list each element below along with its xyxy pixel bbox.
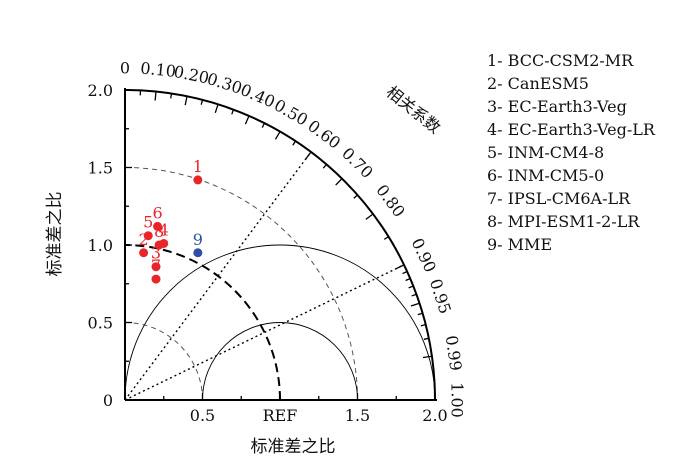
correlation-axis-title: 相关系数 (383, 82, 445, 137)
correlation-ray (124, 264, 405, 401)
model-point-marker (143, 231, 153, 241)
grid-layer (124, 151, 436, 401)
model-point-marker (151, 262, 161, 272)
correlation-minor-tick (170, 93, 173, 99)
legend-entry: 2- CanESM5 (487, 74, 589, 93)
correlation-tick-label: 0.70 (338, 144, 377, 183)
correlation-tick (214, 104, 219, 114)
correlation-tick-label: 0.10 (140, 58, 177, 80)
correlation-tick (305, 151, 312, 160)
model-point-marker (154, 240, 164, 250)
model-point-label: 6 (152, 203, 162, 222)
correlation-tick-label: 0.90 (407, 235, 440, 275)
correlation-tick (410, 302, 420, 307)
model-point-marker (193, 248, 203, 258)
model-point-marker (193, 175, 203, 185)
legend-entry: 8- MPI-ESM1-2-LR (487, 212, 640, 231)
correlation-minor-tick (292, 140, 297, 146)
correlation-tick (365, 213, 374, 220)
correlation-minor-tick (200, 99, 204, 105)
correlation-minor-tick (420, 324, 426, 327)
correlation-arc (124, 89, 436, 401)
rms-circle (124, 244, 436, 401)
legend: 1- BCC-CSM2-MR 2- CanESM5 3- EC-Earth3-Veg… (487, 51, 656, 254)
correlation-tick (244, 115, 250, 125)
points-layer: 1 23 45 6 7 8 9 (139, 157, 203, 284)
correlation-tick-label: 0.40 (238, 80, 278, 112)
y-tick-label: 0.5 (88, 314, 113, 333)
model-point-label: 9 (193, 230, 203, 249)
rms-circle (202, 322, 358, 401)
legend-entry: 5- INM-CM4-8 (487, 143, 604, 162)
model-point-label: 5 (143, 213, 153, 232)
x-tick-label: 2.0 (422, 406, 447, 425)
y-tick-label: 1.5 (88, 159, 113, 178)
y-tick-label: 2.0 (88, 81, 113, 100)
correlation-minor-tick (261, 122, 266, 128)
y-axis-title: 标准差之比 (45, 192, 65, 277)
correlation-tick-label: 1.00 (448, 382, 467, 418)
legend-entry: 7- IPSL-CM6A-LR (487, 189, 631, 208)
correlation-minor-tick (405, 277, 411, 282)
x-axis-title: 标准差之比 (251, 437, 336, 457)
model-point-label: 3 (151, 244, 161, 263)
y-tick-label: 0 (103, 391, 113, 410)
correlation-minor-tick (417, 312, 423, 316)
correlation-tick-label: 0.99 (442, 334, 466, 372)
reference-std-arc (124, 244, 281, 401)
model-point-label: 7 (151, 256, 161, 275)
model-point-marker (151, 274, 161, 284)
correlation-minor-tick (322, 163, 327, 169)
x-tick-label: REF (263, 406, 298, 425)
correlation-tick (395, 264, 405, 270)
legend-entry: 9- MME (487, 235, 552, 254)
legend-entry: 4- EC-Earth3-Veg-LR (487, 120, 656, 139)
correlation-minor-tick (411, 293, 417, 297)
correlation-tick-label: 0.95 (426, 276, 455, 316)
correlation-minor-tick (383, 236, 389, 240)
y-tick-label: 1.0 (88, 236, 113, 255)
correlation-tick (154, 91, 157, 101)
model-point-marker (153, 221, 163, 231)
model-point-marker (139, 248, 149, 258)
std-grid-arc (124, 167, 358, 401)
model-point-label: 8 (154, 222, 164, 241)
correlation-tick (274, 131, 281, 140)
x-tick-label: 0.5 (190, 406, 215, 425)
correlation-minor-tick (423, 337, 429, 340)
legend-entry: 1- BCC-CSM2-MR (487, 51, 634, 70)
correlation-tick (184, 96, 188, 106)
correlation-tick-label: 0.80 (372, 181, 409, 221)
correlation-tick (422, 355, 432, 359)
model-point-label: 2 (139, 230, 149, 249)
model-point-label: 4 (159, 220, 169, 239)
correlation-ray (124, 151, 312, 401)
correlation-tick-label: 0.60 (304, 116, 344, 153)
correlation-minor-tick (402, 270, 408, 275)
model-point-label: 1 (193, 157, 203, 176)
correlation-minor-tick (231, 109, 235, 115)
correlation-minor-tick (408, 285, 414, 289)
legend-entry: 3- EC-Earth3-Veg (487, 97, 627, 116)
legend-entry: 6- INM-CM5-0 (487, 166, 604, 185)
x-tick-label: 1.5 (345, 406, 370, 425)
correlation-tick-label: 0 (120, 59, 130, 78)
correlation-minor-tick (353, 194, 358, 199)
correlation-tick-label: 0.50 (271, 95, 311, 129)
std-grid-arc (124, 322, 203, 401)
correlation-tick (335, 178, 343, 186)
